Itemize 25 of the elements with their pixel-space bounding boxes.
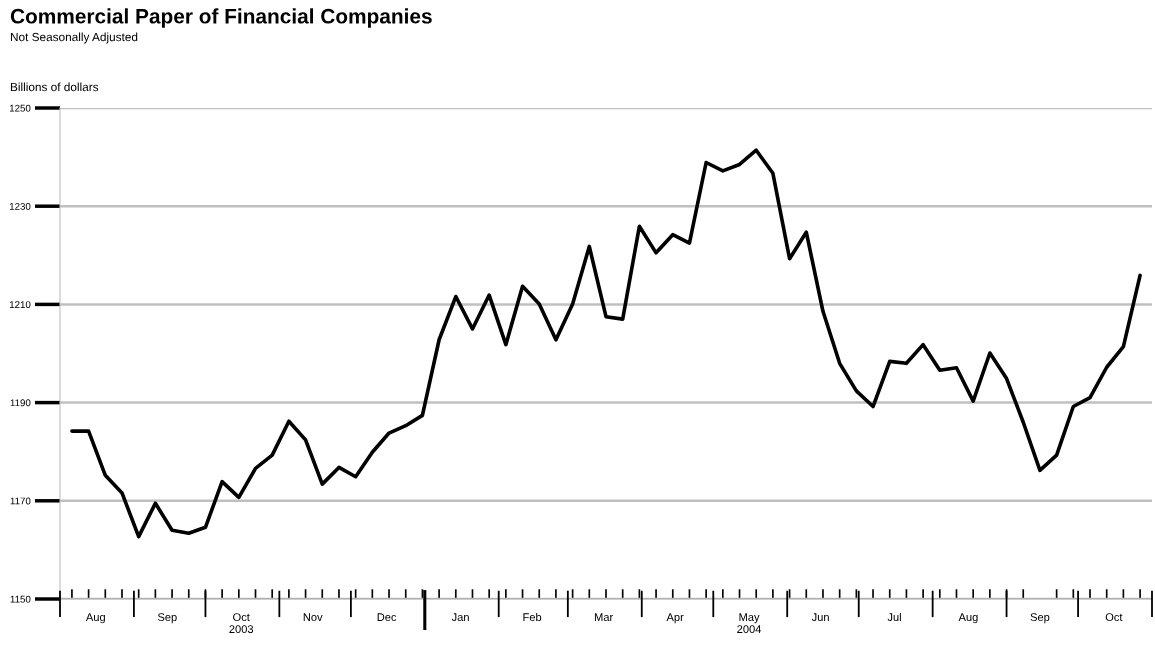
y-tick-label: 1150 [10,595,31,603]
chart-subtitle: Not Seasonally Adjusted [10,32,138,44]
x-tick-label: Sep [1030,613,1050,624]
x-tick-label: Apr [666,613,684,624]
x-tick-label: Feb [523,612,542,622]
chart-title: Commercial Paper of Financial Companies [10,8,432,28]
x-tick-label: Mar [594,613,613,622]
y-tick-label: 1170 [10,497,31,505]
y-axis-title: Billions of dollars [10,82,99,92]
line-series [70,148,1142,539]
y-tick-label: 1210 [9,301,31,309]
x-tick-label: May 2004 [737,613,762,634]
x-tick-label: Jun [811,613,829,622]
x-tick-label: Dec [377,613,397,622]
x-tick-label: Aug [85,613,105,624]
x-tick-label: Jul [887,612,901,622]
x-tick-label: Oct [1105,613,1123,622]
y-tick-label: 1230 [9,202,31,210]
x-tick-label: Jan [451,613,469,622]
y-tick-label: 1250 [9,104,31,112]
x-tick-label: Aug [958,613,978,624]
x-tick-label: Sep [157,613,177,624]
x-tick-label: Nov [303,613,323,622]
y-tick-label: 1190 [10,399,31,407]
x-tick-label: Oct 2003 [229,613,254,634]
